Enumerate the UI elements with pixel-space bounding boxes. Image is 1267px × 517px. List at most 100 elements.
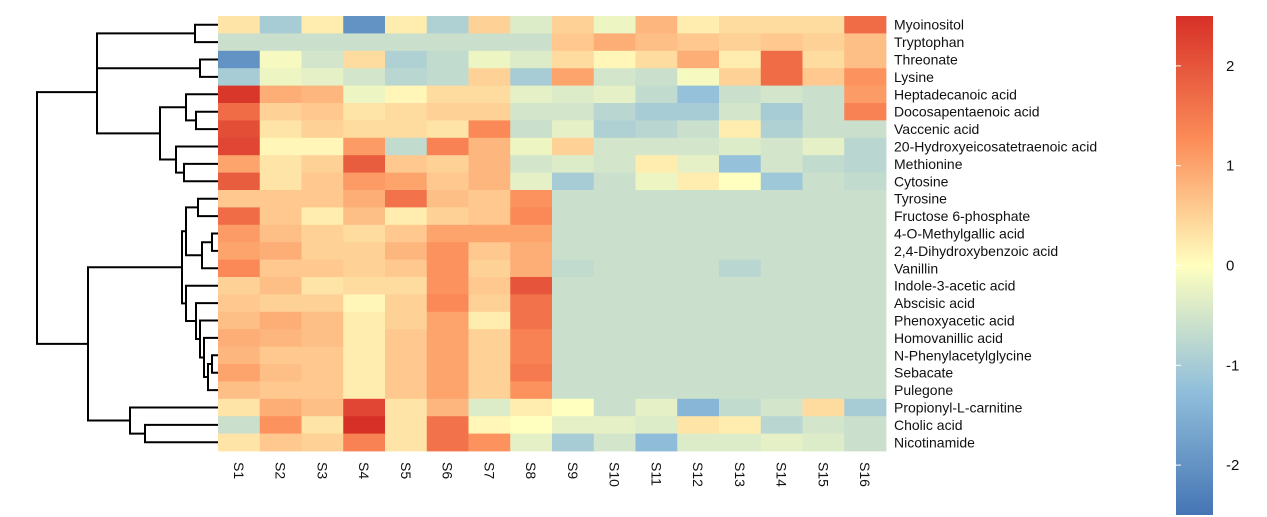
heatmap-cell	[677, 381, 720, 400]
column-label: S15	[815, 462, 831, 487]
heatmap-cell	[218, 190, 261, 208]
heatmap-cell	[677, 16, 720, 34]
heatmap-cell	[802, 207, 845, 226]
heatmap-cell	[218, 16, 261, 34]
heatmap-cell	[677, 33, 720, 52]
dendrogram-branch	[96, 32, 200, 70]
heatmap-cell	[259, 416, 302, 434]
heatmap-cell	[552, 155, 595, 173]
column-label: S11	[648, 462, 664, 486]
heatmap-cell	[552, 294, 595, 313]
heatmap-cell	[635, 103, 678, 121]
heatmap-cell	[468, 155, 511, 173]
heatmap-cell	[385, 329, 428, 347]
heatmap-cell	[802, 381, 845, 400]
heatmap-cell	[719, 120, 762, 139]
heatmap-cell	[844, 137, 887, 156]
heatmap-cell	[510, 294, 553, 313]
heatmap-cell	[301, 68, 344, 86]
heatmap-cell	[802, 85, 845, 104]
heatmap-cell	[343, 381, 386, 400]
heatmap-cell	[677, 50, 720, 69]
heatmap-cell	[760, 137, 803, 156]
heatmap-cell	[468, 33, 511, 52]
heatmap-cell	[677, 155, 720, 173]
heatmap-cell	[760, 416, 803, 434]
heatmap-cell	[719, 68, 762, 86]
heatmap-cell	[802, 68, 845, 86]
heatmap-cell	[301, 398, 344, 417]
heatmap-cell	[593, 172, 636, 191]
heatmap-cell	[844, 277, 887, 295]
heatmap-cell	[218, 137, 261, 156]
heatmap-cell	[635, 68, 678, 86]
heatmap-cell	[760, 277, 803, 295]
heatmap-cell	[802, 398, 845, 417]
heatmap-cell	[635, 155, 678, 173]
heatmap-cell	[259, 85, 302, 104]
heatmap-cell	[510, 311, 553, 330]
column-label: S13	[732, 462, 748, 487]
heatmap-cell	[719, 85, 762, 104]
heatmap-cell	[259, 16, 302, 34]
heatmap-cell	[385, 311, 428, 330]
heatmap-cell	[844, 85, 887, 104]
heatmap-cell	[802, 155, 845, 173]
heatmap-cell	[802, 277, 845, 295]
row-label: Cholic acid	[894, 417, 962, 433]
heatmap-cell	[468, 172, 511, 191]
column-label: S6	[440, 462, 456, 479]
heatmap-cell	[301, 50, 344, 69]
dendrogram-branch	[175, 145, 218, 174]
row-label: 2,4-Dihydroxybenzoic acid	[894, 243, 1058, 259]
heatmap-cell	[385, 364, 428, 382]
heatmap-cell	[510, 259, 553, 278]
heatmap-cell	[635, 311, 678, 330]
heatmap-cell	[301, 311, 344, 330]
heatmap-cell	[844, 433, 887, 452]
heatmap-cell	[510, 16, 553, 34]
heatmap-cells	[218, 16, 887, 452]
heatmap-cell	[635, 294, 678, 313]
column-label: S7	[481, 462, 497, 479]
heatmap-cell	[719, 224, 762, 243]
heatmap-cell	[552, 277, 595, 295]
heatmap-cell	[677, 120, 720, 139]
heatmap-cell	[802, 16, 845, 34]
heatmap-cell	[635, 433, 678, 452]
heatmap-cell	[635, 172, 678, 191]
heatmap-cell	[635, 224, 678, 243]
heatmap-cell	[301, 155, 344, 173]
heatmap-cell	[343, 242, 386, 260]
row-label: Indole-3-acetic acid	[894, 278, 1015, 294]
heatmap-cell	[218, 120, 261, 139]
heatmap-cell	[802, 137, 845, 156]
heatmap-cell	[385, 50, 428, 69]
heatmap-cell	[343, 311, 386, 330]
heatmap-cell	[426, 416, 469, 434]
heatmap-cell	[802, 103, 845, 121]
heatmap-cell	[844, 120, 887, 139]
dendrogram-branch	[195, 110, 218, 131]
heatmap-cell	[844, 311, 887, 330]
row-label: Pulegone	[894, 382, 953, 398]
heatmap-cell	[343, 16, 386, 34]
heatmap-cell	[802, 433, 845, 452]
heatmap-cell	[844, 329, 887, 347]
heatmap-cell	[218, 172, 261, 191]
heatmap-cell	[593, 398, 636, 417]
heatmap-cell	[593, 416, 636, 434]
heatmap-cell	[677, 242, 720, 260]
heatmap-cell	[301, 103, 344, 121]
row-label: Cytosine	[894, 173, 949, 189]
heatmap-cell	[719, 398, 762, 417]
heatmap-cell	[385, 137, 428, 156]
heatmap-cell	[343, 398, 386, 417]
heatmap-cell	[802, 120, 845, 139]
heatmap-cell	[468, 433, 511, 452]
row-label: Homovanillic acid	[894, 330, 1003, 346]
heatmap-cell	[593, 346, 636, 365]
heatmap-cell	[468, 364, 511, 382]
heatmap-cell	[301, 242, 344, 260]
heatmap-cell	[468, 277, 511, 295]
